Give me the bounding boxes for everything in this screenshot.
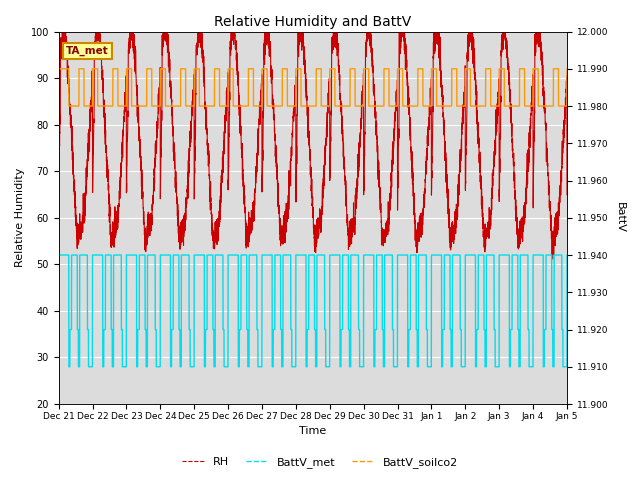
Title: Relative Humidity and BattV: Relative Humidity and BattV <box>214 15 412 29</box>
RH <box>407 144 415 150</box>
RH <box>225 108 233 114</box>
Y-axis label: BattV: BattV <box>615 203 625 233</box>
BattV_soilco2 <box>116 103 124 109</box>
BattV_met <box>448 364 456 370</box>
BattV_met <box>109 364 116 370</box>
BattV_soilco2 <box>563 66 571 72</box>
Legend: RH, BattV_met, BattV_soilco2: RH, BattV_met, BattV_soilco2 <box>177 452 463 472</box>
BattV_soilco2 <box>65 103 73 109</box>
BattV_met <box>65 364 73 370</box>
BattV_met <box>407 252 415 258</box>
Y-axis label: Relative Humidity: Relative Humidity <box>15 168 25 267</box>
BattV_soilco2 <box>407 103 415 109</box>
BattV_met <box>55 252 63 258</box>
Line: RH: RH <box>59 32 567 259</box>
RH <box>300 57 308 62</box>
RH <box>116 185 124 191</box>
BattV_soilco2 <box>55 66 63 72</box>
Line: BattV_soilco2: BattV_soilco2 <box>59 69 567 106</box>
BattV_met <box>225 252 233 258</box>
Line: BattV_met: BattV_met <box>59 255 567 367</box>
BattV_soilco2 <box>300 103 308 109</box>
RH <box>548 256 556 262</box>
BattV_soilco2 <box>109 103 116 109</box>
BattV_met <box>300 252 308 258</box>
BattV_met <box>116 252 124 258</box>
BattV_soilco2 <box>448 103 456 109</box>
BattV_soilco2 <box>225 66 233 72</box>
RH <box>448 228 456 233</box>
RH <box>109 241 116 247</box>
Text: TA_met: TA_met <box>67 46 109 56</box>
X-axis label: Time: Time <box>299 426 326 436</box>
RH <box>58 29 66 35</box>
RH <box>55 188 63 194</box>
RH <box>563 192 571 198</box>
BattV_met <box>563 252 571 258</box>
